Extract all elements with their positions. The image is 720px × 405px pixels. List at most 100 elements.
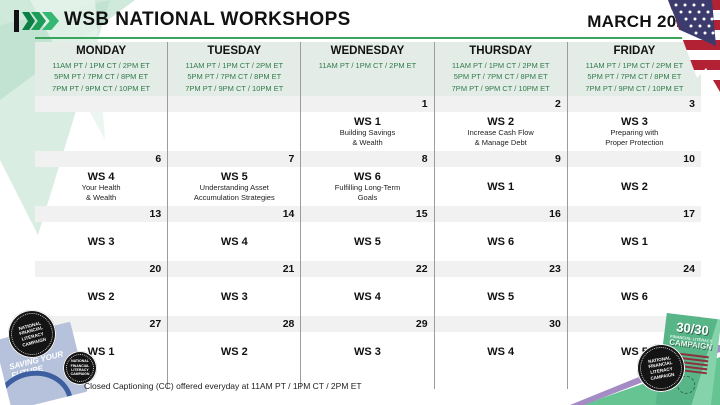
date-label: 20 — [35, 261, 168, 277]
workshop-label: WS 6 — [354, 170, 381, 183]
workshop-label: WS 4 — [87, 170, 115, 183]
workshop-label: WS 1 — [87, 345, 115, 358]
calendar-cell: 23 WS 5 — [434, 261, 568, 316]
day-name: THURSDAY — [469, 45, 533, 57]
workshop-label: WS 5 — [487, 290, 515, 303]
workshop-label: WS 5 — [354, 235, 381, 248]
calendar-cell: 21 WS 3 — [168, 261, 302, 316]
calendar-cell: 14 WS 4 — [168, 206, 302, 261]
badge-label: NATIONAL FINANCIAL LITERACY CAMPAIGN — [647, 354, 675, 381]
workshop-desc: Building Savings & Wealth — [339, 127, 396, 147]
date-label: 29 — [301, 316, 434, 332]
day-header-monday: MONDAY 11AM PT / 1PM CT / 2PM ET 5PM PT … — [35, 42, 169, 96]
calendar-cell: 17 WS 1 — [567, 206, 701, 261]
calendar-cell: 16 WS 6 — [434, 206, 568, 261]
calendar-cell: 2 WS 2 Increase Cash Flow & Manage Debt — [434, 96, 568, 151]
date-label: 21 — [168, 261, 301, 277]
workshop-label: WS 3 — [87, 235, 115, 248]
calendar-cell: 8 WS 6 Fulfilling Long-Term Goals — [301, 151, 435, 206]
calendar-cell: 6 WS 4 Your Health & Wealth — [35, 151, 169, 206]
workshop-label: WS 3 — [620, 115, 648, 128]
calendar-cell: 9 WS 1 — [434, 151, 568, 206]
date-label: 2 — [434, 96, 567, 112]
date-label: 3 — [567, 96, 701, 112]
day-times: 11AM PT / 1PM CT / 2PM ET 5PM PT / 7PM C… — [52, 61, 151, 93]
calendar-cell: 24 WS 6 — [567, 261, 701, 316]
date-label: 10 — [567, 151, 701, 167]
date-label: 8 — [301, 151, 434, 167]
closed-captioning-note: Closed Captioning (CC) offered everyday … — [84, 381, 362, 391]
financial-literacy-badge-small: NATIONAL FINANCIAL LITERACY CAMPAIGN — [63, 351, 97, 385]
date-label: 30 — [434, 316, 567, 332]
day-times: 11AM PT / 1PM CT / 2PM ET 5PM PT / 7PM C… — [451, 61, 550, 93]
calendar-grid: MONDAY 11AM PT / 1PM CT / 2PM ET 5PM PT … — [35, 42, 701, 389]
us-flag-icon — [668, 0, 720, 92]
date-label: 14 — [168, 206, 301, 222]
workshop-label: WS 3 — [354, 345, 381, 358]
workshop-label: WS 5 — [220, 170, 248, 183]
calendar-cell: 30 WS 4 — [434, 316, 568, 371]
workshop-label: WS 2 — [87, 290, 115, 303]
page-title: WSB NATIONAL WORKSHOPS — [64, 9, 351, 30]
day-times: 11AM PT / 1PM CT / 2PM ET 5PM PT / 7PM C… — [185, 61, 284, 93]
day-header-thursday: THURSDAY 11AM PT / 1PM CT / 2PM ET 5PM P… — [434, 42, 568, 96]
footer-cell — [301, 371, 435, 389]
header-divider — [35, 37, 701, 39]
day-header-friday: FRIDAY 11AM PT / 1PM CT / 2PM ET 5PM PT … — [567, 42, 701, 96]
date-label — [35, 96, 168, 112]
day-name: FRIDAY — [613, 45, 656, 57]
calendar-cell: 1 WS 1 Building Savings & Wealth — [301, 96, 435, 151]
badge-label: NATIONAL FINANCIAL LITERACY CAMPAIGN — [70, 359, 90, 377]
workshop-desc: Increase Cash Flow & Manage Debt — [467, 127, 534, 147]
date-label: 9 — [434, 151, 567, 167]
workshop-label: WS 1 — [354, 115, 381, 128]
calendar-cell: 22 WS 4 — [301, 261, 435, 316]
date-label — [168, 96, 301, 112]
date-label: 1 — [301, 96, 434, 112]
day-name: WEDNESDAY — [330, 45, 405, 57]
workshop-label: WS 2 — [620, 180, 648, 193]
calendar-cell: 29 WS 3 — [301, 316, 435, 371]
date-label: 17 — [567, 206, 701, 222]
calendar-cell: 28 WS 2 — [168, 316, 302, 371]
day-times: 11AM PT / 1PM CT / 2PM ET — [318, 61, 417, 70]
calendar-cell: 3 WS 3 Preparing with Proper Protection — [567, 96, 701, 151]
footer-cell — [35, 371, 169, 389]
date-label: 28 — [168, 316, 301, 332]
badge-ring — [66, 354, 94, 382]
date-label: 24 — [567, 261, 701, 277]
calendar-cell: 15 WS 5 — [301, 206, 435, 261]
chevron-icon — [31, 12, 46, 30]
workshop-label: WS 4 — [487, 345, 515, 358]
footer-cell — [168, 371, 302, 389]
calendar-cell: 13 WS 3 — [35, 206, 169, 261]
date-label: 6 — [35, 151, 168, 167]
day-header-wednesday: WEDNESDAY 11AM PT / 1PM CT / 2PM ET — [301, 42, 435, 96]
calendar-cell — [35, 96, 169, 151]
chevron-icon — [42, 12, 59, 30]
workshop-desc: Fulfilling Long-Term Goals — [334, 182, 401, 202]
date-label: 13 — [35, 206, 168, 222]
day-times: 11AM PT / 1PM CT / 2PM ET 5PM PT / 7PM C… — [585, 61, 684, 93]
workshop-desc: Preparing with Proper Protection — [605, 127, 664, 147]
date-label: 7 — [168, 151, 301, 167]
footer-cell — [435, 371, 568, 389]
workshop-label: WS 6 — [487, 235, 515, 248]
chevron-icon — [22, 12, 35, 30]
workshop-desc: Your Health & Wealth — [81, 182, 121, 202]
workshop-label: WS 4 — [354, 290, 381, 303]
date-label: 16 — [434, 206, 567, 222]
month-label: MARCH 2023 — [587, 12, 696, 31]
date-label: 22 — [301, 261, 434, 277]
logo-bar — [14, 10, 19, 32]
day-name: MONDAY — [76, 45, 127, 57]
workshop-label: WS 3 — [220, 290, 248, 303]
workshop-label: WS 4 — [220, 235, 248, 248]
workshop-label: WS 2 — [220, 345, 248, 358]
workshop-label: WS 1 — [487, 180, 515, 193]
day-name: TUESDAY — [207, 45, 262, 57]
workshop-desc: Understanding Asset Accumulation Strateg… — [193, 182, 275, 202]
date-label: 23 — [434, 261, 567, 277]
workshop-label: WS 2 — [487, 115, 515, 128]
